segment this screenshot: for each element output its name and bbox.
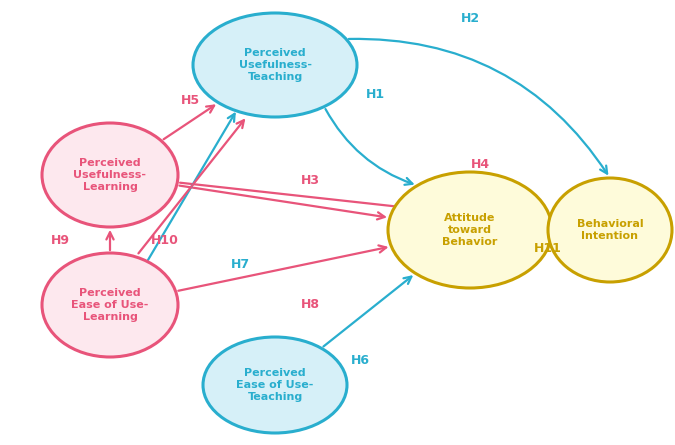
- Text: H4: H4: [470, 158, 489, 171]
- FancyArrowPatch shape: [148, 114, 235, 260]
- Text: H11: H11: [534, 242, 562, 255]
- FancyArrowPatch shape: [180, 183, 543, 226]
- FancyArrowPatch shape: [107, 232, 113, 250]
- Ellipse shape: [193, 13, 357, 117]
- FancyArrowPatch shape: [178, 245, 386, 291]
- Text: Perceived
Ease of Use-
Teaching: Perceived Ease of Use- Teaching: [236, 368, 314, 402]
- Text: H1: H1: [365, 89, 385, 101]
- FancyArrowPatch shape: [180, 186, 385, 219]
- Ellipse shape: [203, 337, 347, 433]
- Text: H5: H5: [180, 93, 200, 106]
- FancyArrowPatch shape: [163, 105, 214, 139]
- Ellipse shape: [42, 253, 178, 357]
- Ellipse shape: [42, 123, 178, 227]
- Text: Perceived
Ease of Use-
Learning: Perceived Ease of Use- Learning: [72, 287, 148, 322]
- Ellipse shape: [388, 172, 552, 288]
- Text: H2: H2: [460, 12, 479, 24]
- Text: Perceived
Usefulness-
Learning: Perceived Usefulness- Learning: [74, 158, 146, 192]
- Text: Behavioral
Intention: Behavioral Intention: [576, 219, 643, 241]
- Text: H9: H9: [51, 234, 70, 247]
- FancyArrowPatch shape: [138, 120, 244, 253]
- FancyArrowPatch shape: [549, 227, 558, 234]
- FancyArrowPatch shape: [323, 277, 411, 347]
- Text: Attitude
toward
Behavior: Attitude toward Behavior: [442, 213, 497, 247]
- FancyArrowPatch shape: [349, 39, 607, 174]
- Text: H6: H6: [350, 353, 369, 367]
- Text: H3: H3: [300, 174, 319, 186]
- Text: H10: H10: [151, 234, 179, 247]
- FancyArrowPatch shape: [325, 109, 412, 185]
- Text: H7: H7: [230, 259, 250, 271]
- Ellipse shape: [548, 178, 672, 282]
- Text: H8: H8: [300, 299, 319, 312]
- Text: Perceived
Usefulness-
Teaching: Perceived Usefulness- Teaching: [238, 48, 311, 82]
